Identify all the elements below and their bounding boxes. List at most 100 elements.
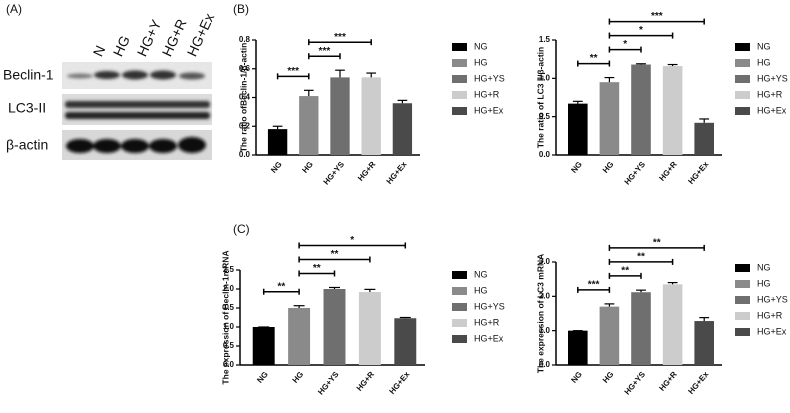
legend-label: HG+YS — [474, 301, 505, 311]
legend-swatch — [735, 75, 750, 83]
y-tick-label: 2.5 — [223, 265, 235, 274]
legend-label: HG — [474, 57, 488, 67]
bar — [330, 77, 350, 155]
legend-swatch — [735, 43, 750, 51]
x-tick-label: HG — [601, 370, 616, 385]
significance-label: *** — [651, 11, 663, 22]
legend-swatch — [735, 328, 750, 336]
bar — [299, 96, 319, 155]
x-tick-label: HG+Ex — [388, 369, 412, 395]
legend-swatch — [452, 271, 467, 279]
bar — [694, 122, 714, 155]
significance-label: ** — [313, 263, 321, 274]
y-tick-label: 0.0 — [539, 150, 551, 159]
x-tick-label: NG — [569, 160, 584, 175]
row-label: β-actin — [6, 137, 48, 153]
x-tick-label: HG+R — [355, 370, 376, 393]
x-tick-label: HG+YS — [316, 369, 341, 396]
y-tick-label: 0.8 — [239, 35, 251, 44]
x-tick-label: NG — [569, 370, 584, 385]
legend-swatch — [452, 43, 467, 51]
x-tick-label: HG+YS — [322, 159, 347, 186]
bar — [662, 284, 683, 365]
lane-label: HG+Ex — [184, 11, 218, 59]
legend-label: HG+Ex — [757, 326, 787, 336]
legend-swatch — [735, 59, 750, 67]
legend-swatch — [452, 59, 467, 67]
bar — [252, 327, 275, 365]
bar — [358, 292, 381, 365]
bar — [267, 129, 288, 155]
bar — [288, 308, 311, 365]
significance-label: ** — [621, 266, 629, 277]
panel-label: (A) — [6, 2, 22, 16]
lane-label: HG — [110, 33, 133, 59]
significance-label: ** — [331, 249, 339, 260]
x-tick-label: HG+Ex — [686, 159, 710, 185]
bar — [361, 77, 381, 155]
y-tick-label: 0.0 — [239, 150, 251, 159]
legend-label: HG+R — [474, 317, 500, 327]
y-tick-label: 0.0 — [539, 360, 551, 369]
significance-label: * — [350, 235, 354, 246]
y-tick-label: 3.0 — [539, 257, 551, 266]
lane-label: N — [90, 43, 109, 59]
blot-image — [62, 62, 212, 160]
legend-swatch — [452, 91, 467, 99]
y-tick-label: 0.0 — [223, 360, 235, 369]
bar — [394, 318, 417, 365]
x-tick-label: HG+YS — [623, 159, 648, 186]
legend-swatch — [452, 335, 467, 343]
significance-label: *** — [319, 46, 331, 57]
legend-label: HG+R — [474, 89, 500, 99]
legend-label: NG — [757, 262, 771, 272]
y-tick-label: 0.6 — [239, 64, 251, 73]
row-label: Beclin-1 — [3, 67, 54, 83]
legend-swatch — [452, 107, 467, 115]
bar — [631, 64, 651, 155]
legend-label: NG — [474, 269, 488, 279]
significance-label: *** — [287, 66, 299, 77]
x-tick-label: HG+R — [356, 160, 377, 183]
bar — [694, 321, 714, 365]
x-tick-label: HG — [601, 160, 616, 175]
significance-label: * — [623, 39, 627, 50]
significance-label: ** — [653, 238, 661, 249]
row-label: LC3-II — [8, 100, 46, 116]
y-tick-label: 0.4 — [239, 93, 251, 102]
x-tick-label: HG — [291, 370, 306, 385]
legend-swatch — [735, 91, 750, 99]
x-tick-label: HG+YS — [623, 369, 648, 396]
x-tick-label: HG — [300, 160, 315, 175]
legend-swatch — [735, 296, 750, 304]
legend-label: HG+R — [757, 89, 783, 99]
y-tick-label: 1.5 — [223, 303, 235, 312]
bar — [631, 292, 651, 365]
significance-label: *** — [334, 32, 346, 43]
y-axis-label: The ratio ofBeclin-1/β-actin — [238, 43, 248, 153]
x-tick-label: HG+R — [657, 370, 678, 393]
significance-label: ** — [278, 281, 286, 292]
x-tick-label: NG — [269, 160, 284, 175]
significance-label: * — [639, 25, 643, 36]
x-tick-label: HG+Ex — [686, 369, 710, 395]
significance-label: ** — [637, 252, 645, 263]
bar — [599, 306, 620, 365]
y-axis-label: The ratio of LC3 Ⅱ/β-actin — [535, 47, 545, 148]
legend-label: HG — [757, 278, 771, 288]
y-tick-label: 2.0 — [223, 284, 235, 293]
legend-swatch — [735, 264, 750, 272]
x-tick-label: NG — [255, 370, 270, 385]
y-axis-label: The expression of LC3 mRNA — [535, 254, 545, 374]
legend-label: HG+Ex — [757, 105, 787, 115]
bar — [599, 82, 620, 155]
legend-label: NG — [474, 41, 488, 51]
bar — [568, 103, 588, 155]
y-tick-label: 0.5 — [223, 341, 235, 350]
bar — [392, 103, 413, 155]
y-axis-label: The expression of Beclin-1mRNA — [220, 250, 230, 384]
x-tick-label: HG+Ex — [385, 159, 409, 185]
y-tick-label: 0.2 — [239, 121, 251, 130]
legend-label: HG+Ex — [474, 333, 504, 343]
legend-swatch — [735, 312, 750, 320]
